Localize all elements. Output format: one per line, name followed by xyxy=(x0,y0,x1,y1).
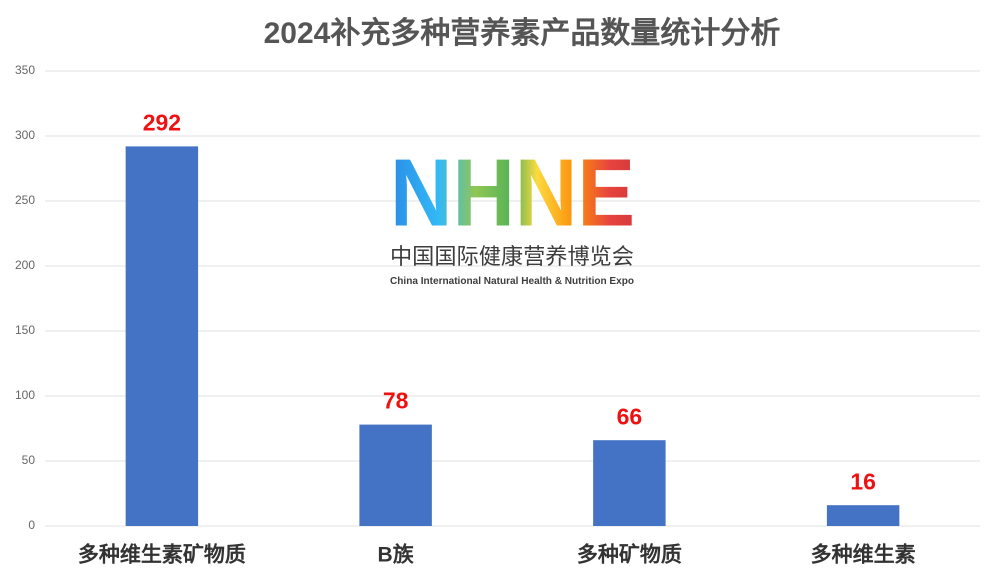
y-tick-label: 0 xyxy=(28,518,35,532)
value-label: 292 xyxy=(143,109,181,135)
bar xyxy=(359,424,432,526)
bar xyxy=(826,505,900,526)
value-label: 78 xyxy=(383,388,409,414)
x-tick-label: B族 xyxy=(378,543,415,567)
x-tick-label: 多种维生素 xyxy=(811,543,916,567)
y-tick-label: 50 xyxy=(22,453,36,467)
logo: NHNE 中国国际健康营养博览会 China International Nat… xyxy=(390,139,635,286)
chart-title: 2024补充多种营养素产品数量统计分析 xyxy=(264,16,781,50)
logo-mark: NHNE xyxy=(390,139,635,246)
value-label: 16 xyxy=(850,468,876,494)
y-tick-label: 200 xyxy=(15,258,35,272)
y-tick-label: 250 xyxy=(15,193,35,207)
x-tick-label: 多种维生素矿物质 xyxy=(78,543,246,567)
bar xyxy=(593,440,666,526)
value-label: 66 xyxy=(617,403,643,429)
y-tick-label: 100 xyxy=(15,388,35,402)
y-tick-label: 300 xyxy=(15,128,35,142)
logo-caption: China International Natural Health & Nut… xyxy=(390,275,634,287)
bar xyxy=(125,146,199,526)
y-tick-label: 150 xyxy=(15,323,35,337)
x-tick-label: 多种矿物质 xyxy=(577,543,682,567)
logo-name: 中国国际健康营养博览会 xyxy=(390,244,634,269)
y-tick-label: 350 xyxy=(15,63,35,77)
